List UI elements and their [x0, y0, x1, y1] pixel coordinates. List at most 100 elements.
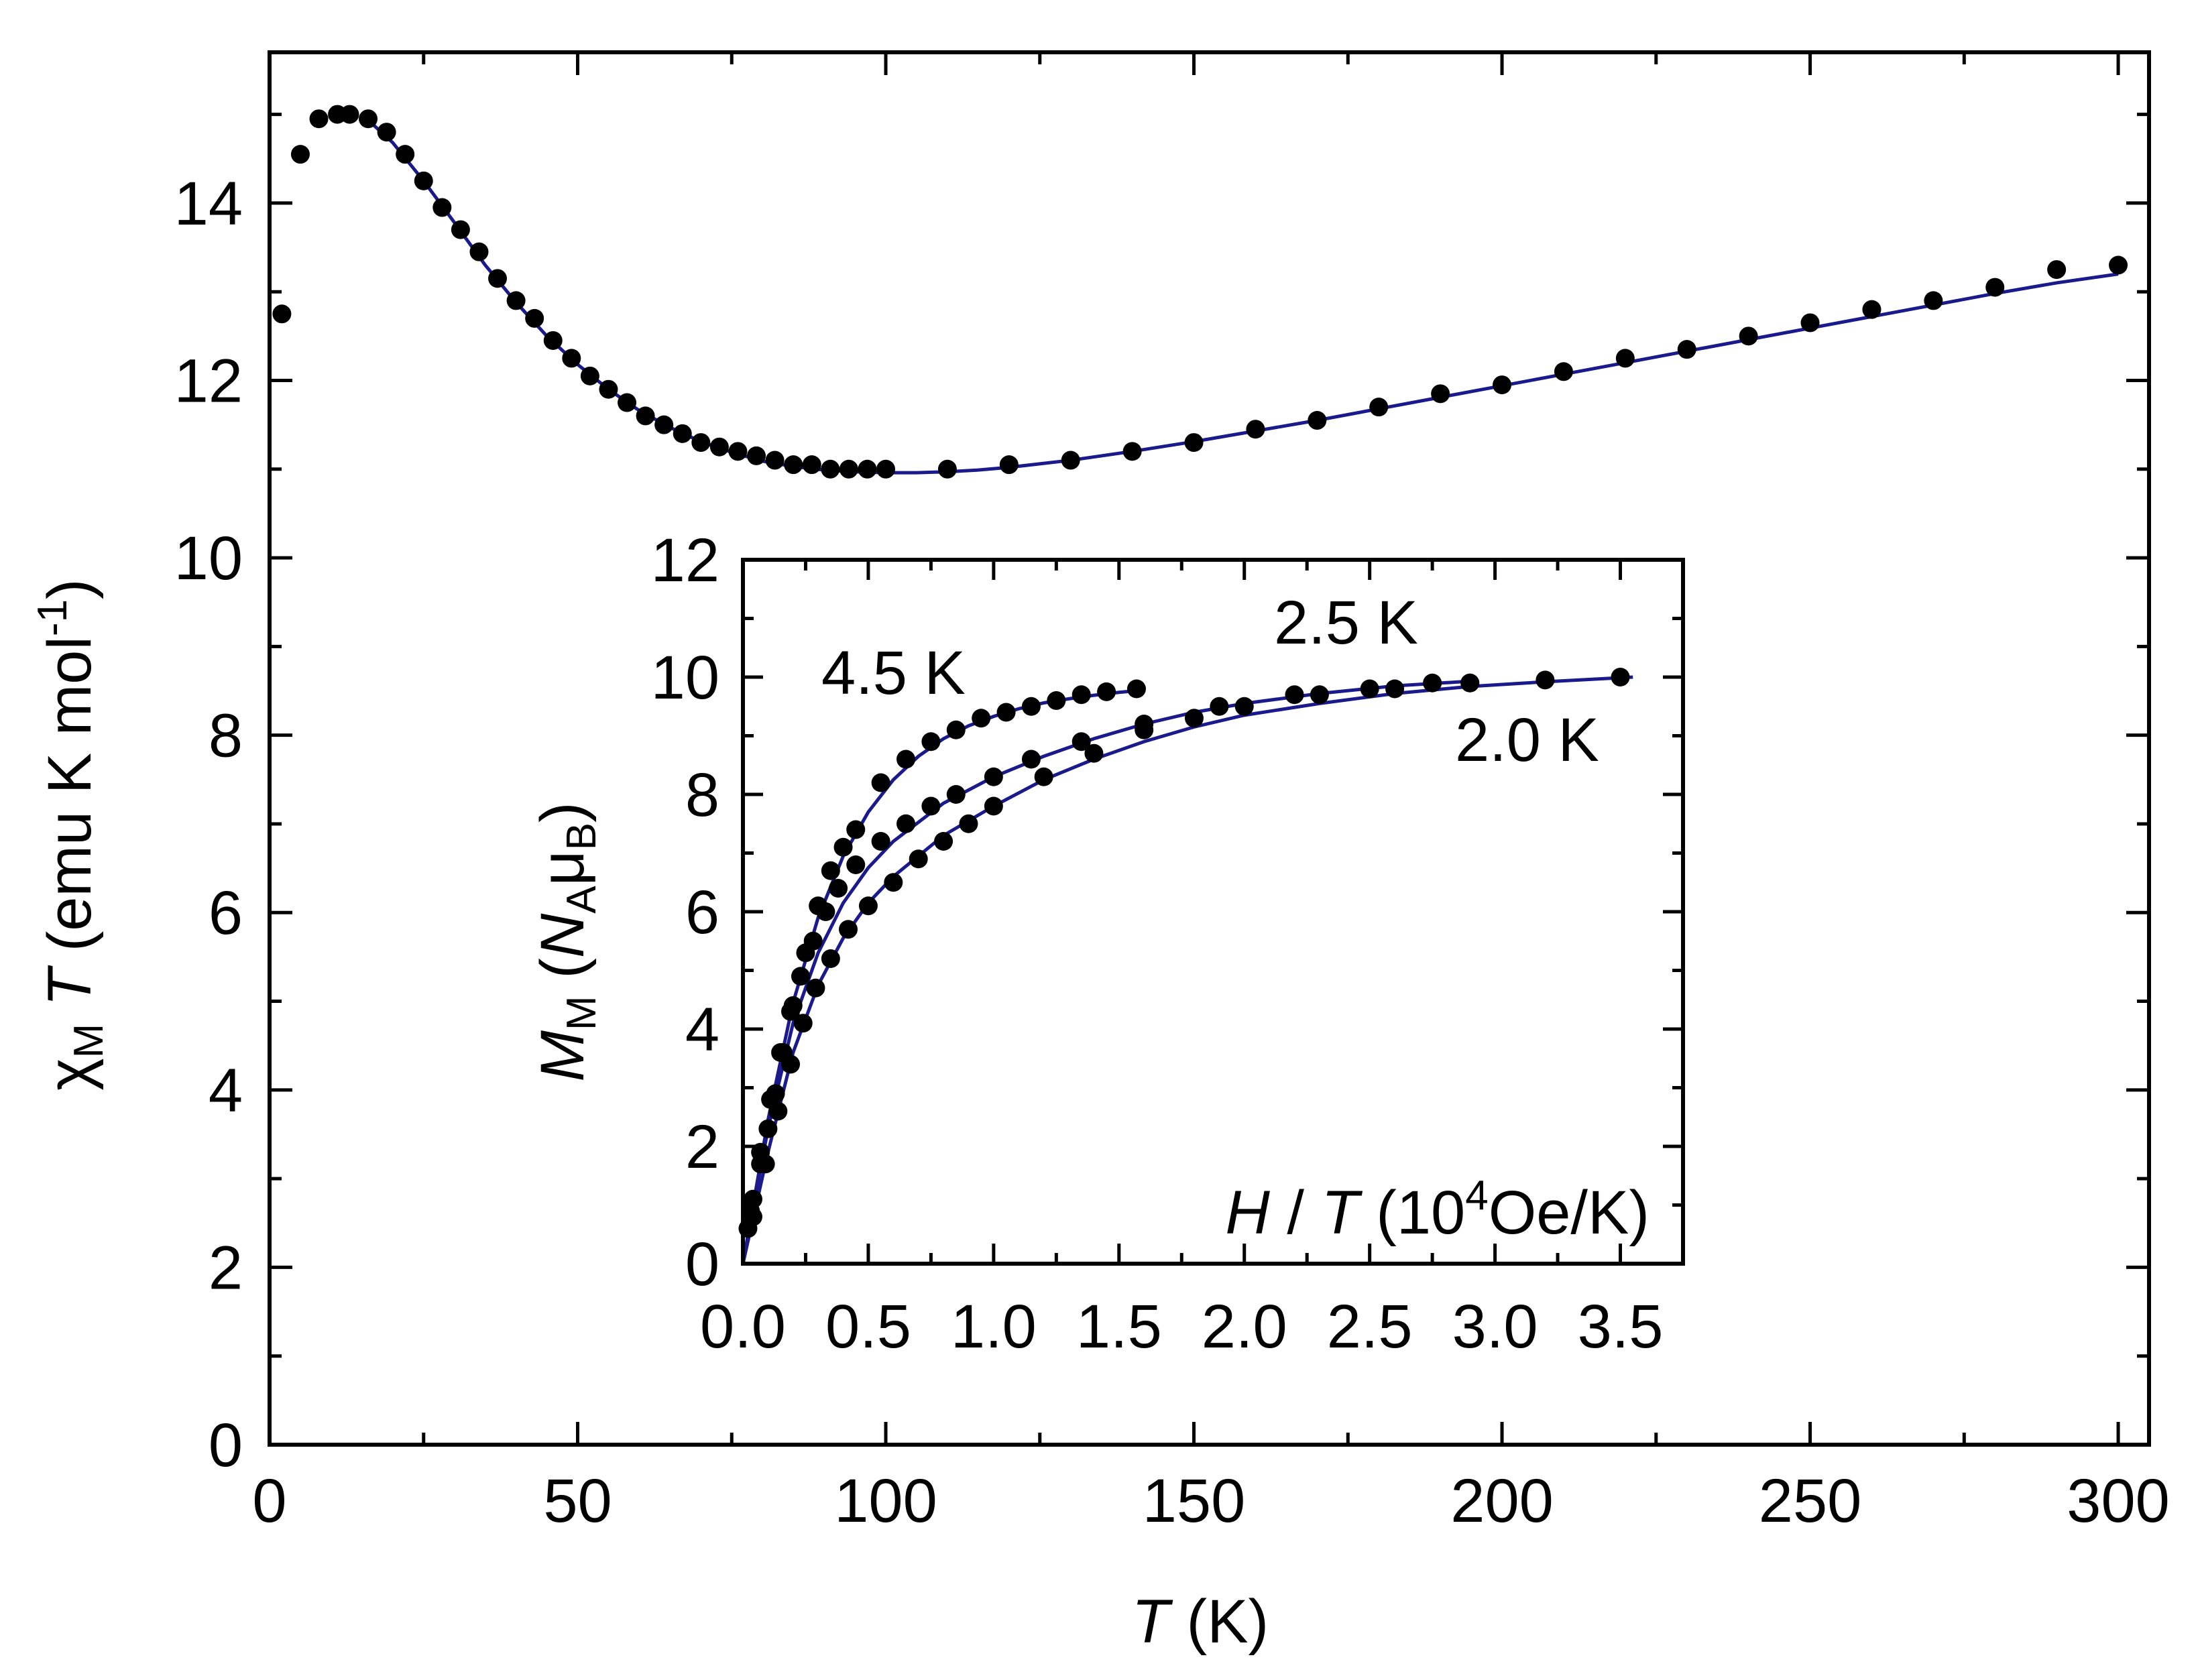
main-data-point: [432, 198, 452, 217]
inset-data-point: [896, 749, 916, 769]
inset-y-axis-title: MM (NAμB): [528, 802, 605, 1081]
x-tick-label: 50: [543, 1467, 612, 1535]
main-data-point: [290, 145, 310, 164]
main-x-title-units: (K): [1169, 1587, 1269, 1656]
inset-x-title-close: Oe/K): [1489, 1179, 1649, 1247]
x-tick-label: 2.5: [1327, 1293, 1413, 1361]
main-x-title-T: T: [1132, 1587, 1173, 1656]
inset-data-point: [1047, 691, 1066, 710]
y-tick-label: 2: [685, 1113, 719, 1181]
inset-ticks: 0.0 0.5 1.0 1.5 2.0 2.5 3.0 3.5 0 2 4 6 8 10 12: [651, 526, 1685, 1361]
main-data-point: [1615, 349, 1635, 368]
inset-data-point: [1285, 685, 1304, 705]
main-data-point: [525, 308, 544, 328]
main-data-point: [691, 433, 711, 453]
main-data-point: [599, 379, 618, 399]
inset-data-point: [921, 732, 941, 752]
inset-data-point: [821, 949, 840, 968]
inset-data-point: [781, 1055, 801, 1074]
main-data-point: [839, 459, 858, 479]
main-fit-line: [361, 113, 2119, 475]
inset-y-title-open: (: [528, 958, 597, 996]
main-data-point: [469, 242, 489, 261]
inset-annotation-4-5K: 4.5 K: [821, 639, 966, 707]
inset-data-point: [1097, 682, 1116, 701]
main-data-point: [858, 459, 877, 479]
main-data-point: [876, 459, 896, 479]
y-tick-label: 6: [685, 878, 719, 947]
inset-data-point: [1084, 743, 1104, 763]
inset-data-point: [781, 1002, 801, 1021]
main-data-point: [1369, 398, 1389, 417]
main-data-point: [1061, 451, 1080, 470]
main-data-point: [1184, 433, 1204, 453]
main-data-point: [802, 455, 821, 475]
inset-points-layer: [738, 668, 1630, 1238]
inset-x-title-units: (10: [1359, 1179, 1466, 1247]
x-tick-label: 0: [252, 1467, 286, 1535]
main-data-point: [488, 269, 508, 288]
inset-data-point: [921, 796, 941, 816]
inset-y-title-N: N: [528, 913, 597, 958]
inset-background: [743, 560, 1683, 1264]
inset-chart: 0.0 0.5 1.0 1.5 2.0 2.5 3.0 3.5 0 2 4 6 8 10 12 MM (NA…: [528, 526, 1685, 1361]
inset-data-point: [756, 1154, 775, 1174]
main-data-point: [1246, 420, 1265, 439]
main-data-point: [1677, 340, 1696, 359]
inset-data-point: [1126, 679, 1146, 699]
main-data-point: [451, 220, 470, 239]
inset-data-point: [1072, 732, 1091, 752]
x-tick-label: 150: [1143, 1467, 1246, 1535]
inset-data-point: [1310, 685, 1329, 705]
main-data-point: [359, 109, 378, 129]
y-tick-label: 0: [685, 1230, 719, 1299]
inset-data-point: [1072, 685, 1091, 705]
inset-y-title-N-sub: A: [559, 886, 605, 914]
main-data-point: [506, 291, 526, 310]
y-tick-label: 8: [685, 761, 719, 829]
main-plot-frame: [268, 50, 2151, 1447]
x-tick-label: 3.5: [1578, 1293, 1664, 1361]
main-data-point: [1862, 300, 1881, 319]
inset-data-point: [946, 785, 966, 804]
main-data-point: [414, 171, 433, 190]
inset-data-point: [1460, 673, 1480, 693]
main-data-point: [728, 442, 748, 461]
y-tick-label: 12: [174, 347, 243, 415]
inset-x-title-T: T: [1321, 1179, 1363, 1247]
main-x-axis-title: T (K): [1132, 1587, 1269, 1656]
y-tick-label: 2: [209, 1234, 243, 1302]
inset-data-point: [806, 978, 825, 998]
main-data-point: [999, 455, 1019, 475]
y-tick-label: 0: [209, 1411, 243, 1480]
x-tick-label: 200: [1450, 1467, 1554, 1535]
inset-data-point: [1135, 720, 1154, 739]
inset-x-title-H: H: [1225, 1179, 1270, 1247]
y-tick-label: 8: [209, 702, 243, 770]
inset-data-point: [1360, 679, 1379, 699]
inset-data-point: [946, 720, 966, 739]
main-data-point: [673, 424, 692, 443]
y-tick-label: 4: [209, 1057, 243, 1125]
inset-data-point: [1184, 709, 1204, 728]
main-points-layer: [272, 105, 2128, 479]
main-data-point: [2109, 255, 2128, 275]
main-data-point: [2047, 260, 2067, 280]
main-data-point: [377, 123, 396, 142]
inset-data-point: [984, 767, 1003, 786]
x-tick-label: 0.5: [825, 1293, 911, 1361]
x-tick-label: 1.5: [1076, 1293, 1162, 1361]
inset-data-point: [1210, 697, 1229, 716]
main-data-point: [272, 304, 292, 324]
x-tick-label: 250: [1759, 1467, 1862, 1535]
inset-data-point: [1423, 673, 1442, 693]
inset-data-point: [1021, 749, 1041, 769]
main-data-point: [821, 459, 840, 479]
main-data-point: [543, 331, 563, 350]
main-data-point: [340, 105, 359, 124]
inset-data-point: [909, 849, 928, 869]
y-tick-label: 12: [651, 526, 719, 595]
inset-data-point: [816, 902, 835, 921]
